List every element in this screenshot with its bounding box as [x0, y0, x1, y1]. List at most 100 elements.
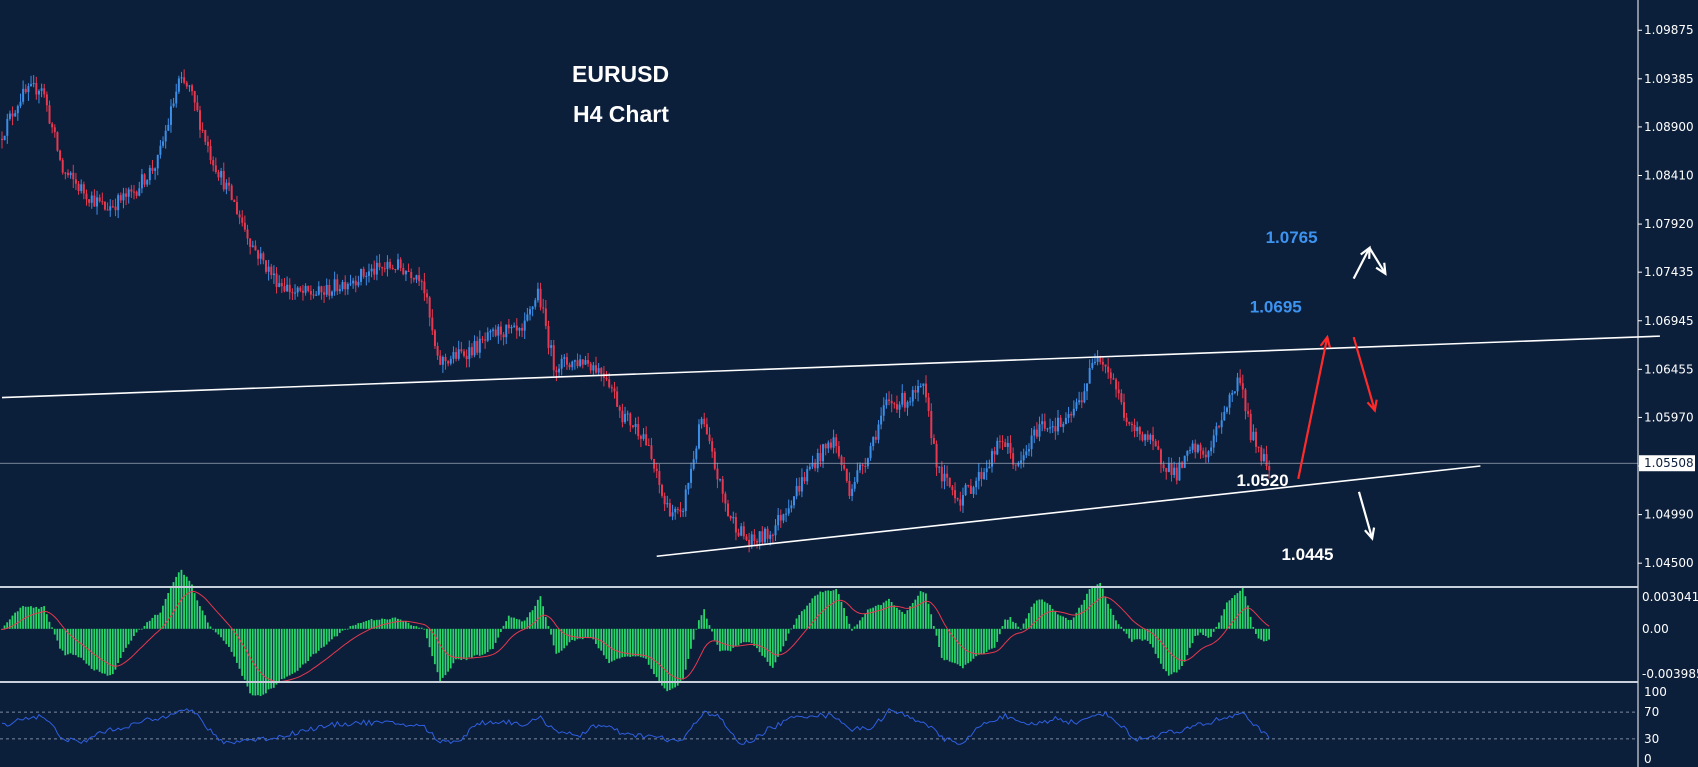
candle-body	[291, 292, 294, 294]
candle-body	[1086, 383, 1089, 392]
candle-body	[111, 206, 114, 208]
candle-body	[645, 434, 648, 446]
candle-body	[890, 400, 893, 404]
candle-body	[1173, 467, 1176, 476]
candle-body	[19, 101, 22, 107]
macd-bar	[938, 628, 940, 648]
macd-bar	[967, 628, 970, 664]
candle-body	[212, 160, 215, 166]
macd-bar	[53, 628, 56, 635]
macd-bar	[238, 628, 241, 669]
macd-bar	[880, 605, 882, 629]
candle-body	[732, 517, 735, 519]
macd-bar	[600, 628, 603, 651]
candle-body	[262, 253, 265, 261]
candle-body	[980, 472, 983, 479]
lower-channel-line[interactable]	[656, 465, 1481, 558]
candle-body	[998, 440, 1001, 442]
candle-body	[127, 189, 130, 197]
macd-bar	[592, 628, 595, 640]
candle-body	[922, 383, 925, 386]
candle-body	[634, 423, 637, 428]
candle-body	[188, 85, 191, 87]
macd-bar	[753, 628, 756, 646]
candle-body	[679, 509, 682, 512]
macd-bar	[243, 628, 246, 680]
macd-signal-line	[1, 590, 1270, 683]
candle-body	[1268, 466, 1271, 471]
candle-body	[756, 540, 759, 543]
macd-bar	[579, 628, 581, 639]
macd-bar	[874, 605, 877, 629]
macd-bar	[1041, 599, 1043, 629]
candle-body	[742, 526, 745, 537]
candle-body	[389, 261, 392, 268]
macd-bar	[468, 628, 471, 658]
candle-body	[1115, 379, 1118, 390]
candle-body	[35, 83, 38, 95]
macd-bar	[206, 622, 209, 629]
macd-bar	[27, 606, 30, 629]
candle-body	[523, 320, 526, 331]
macd-bar	[19, 607, 22, 629]
candle-body	[919, 385, 922, 387]
candle-body	[1038, 424, 1041, 437]
candle-body	[961, 495, 964, 506]
macd-bar	[690, 628, 692, 649]
macd-panel[interactable]	[1, 569, 1270, 697]
macd-bar	[856, 624, 859, 629]
macd-bar	[85, 628, 88, 664]
macd-bar	[676, 628, 679, 686]
candle-body	[415, 275, 418, 280]
macd-bar	[1239, 590, 1241, 629]
macd-bar	[587, 628, 589, 638]
candle-body	[592, 365, 595, 371]
candle-body	[352, 280, 355, 284]
upper-channel-line[interactable]	[1, 335, 1660, 399]
macd-bar	[214, 628, 217, 633]
price-panel[interactable]	[0, 69, 1660, 558]
macd-bar	[265, 628, 267, 694]
macd-bar	[705, 618, 708, 629]
candle-body	[397, 259, 399, 270]
macd-bar	[602, 628, 605, 656]
macd-bar	[151, 617, 154, 629]
candle-body	[1046, 428, 1049, 430]
candle-body	[565, 357, 568, 365]
macd-bar	[1236, 593, 1239, 629]
candle-body	[639, 436, 642, 439]
macd-bar	[217, 628, 220, 635]
candle-body	[626, 413, 629, 415]
candle-body	[11, 113, 14, 117]
annotations: EURUSD H4 Chart 1.0765 1.0695 1.0520 1.0445	[572, 61, 1387, 564]
candle-body	[1236, 377, 1239, 392]
macd-bar	[816, 594, 819, 629]
projection-arrow	[1352, 247, 1371, 280]
macd-bar	[307, 628, 310, 662]
candle-body	[837, 446, 840, 457]
candle-body	[1120, 393, 1123, 403]
macd-bar	[267, 628, 270, 690]
macd-bar	[629, 628, 632, 657]
macd-bar	[711, 628, 713, 632]
candle-body	[1220, 420, 1223, 428]
candle-body	[785, 513, 788, 515]
candle-body	[808, 466, 811, 470]
rsi-panel[interactable]	[0, 707, 1638, 745]
candle-body	[151, 167, 154, 171]
candle-body	[1257, 446, 1260, 448]
candle-body	[185, 82, 188, 87]
macd-bar	[156, 614, 159, 629]
candle-body	[1022, 455, 1025, 461]
candle-body	[463, 351, 465, 356]
candle-body	[317, 286, 320, 295]
candle-body	[880, 415, 883, 425]
candle-body	[859, 464, 861, 471]
candle-body	[169, 106, 172, 125]
macd-bar	[346, 628, 349, 630]
candle-body	[1265, 454, 1268, 467]
candle-body	[328, 284, 331, 296]
candle-body	[394, 269, 397, 271]
candle-body	[375, 262, 378, 275]
macd-bar	[1257, 628, 1260, 639]
